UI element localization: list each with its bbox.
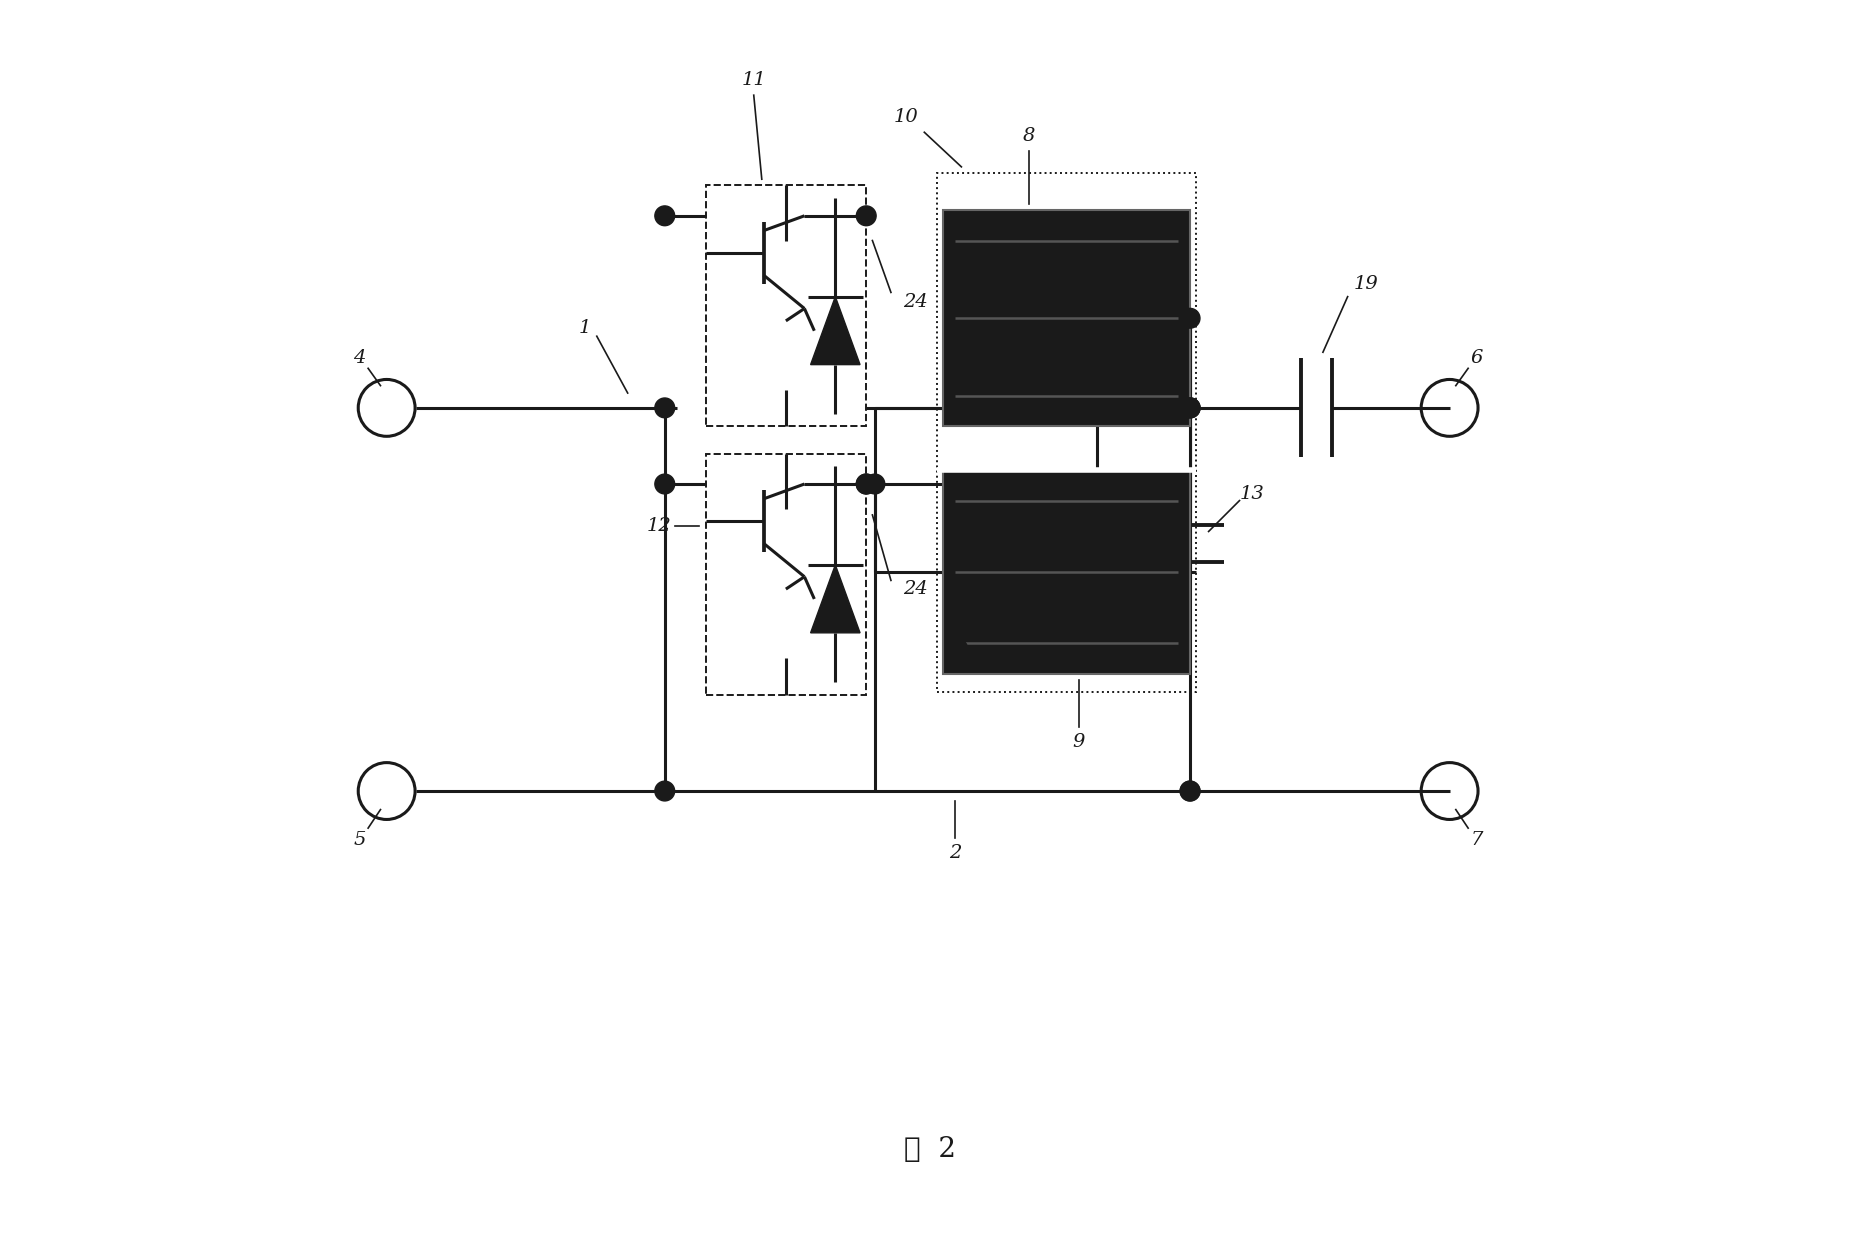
Bar [705,185,865,426]
Text: 10: 10 [893,109,917,126]
Text: 4: 4 [354,350,365,367]
Circle shape [1180,781,1200,801]
Text: 19: 19 [1353,276,1379,293]
Circle shape [1180,398,1200,418]
Text: 9: 9 [1072,733,1085,750]
Circle shape [655,781,676,801]
Text: 1: 1 [579,319,590,336]
Bar [705,454,865,695]
Circle shape [655,206,676,226]
Circle shape [947,639,968,659]
Circle shape [856,475,877,494]
Circle shape [655,475,676,494]
Polygon shape [811,297,860,365]
Circle shape [947,219,968,239]
Polygon shape [811,565,860,633]
Text: 1: 1 [1122,319,1135,336]
Text: 24: 24 [903,580,929,598]
Text: 24: 24 [903,293,929,311]
Circle shape [655,398,676,418]
Circle shape [856,475,877,494]
Text: 图  2: 图 2 [904,1136,957,1163]
Bar [1098,313,1189,578]
Text: 13: 13 [1239,486,1264,503]
Circle shape [1180,309,1200,329]
Text: 6: 6 [1470,350,1483,367]
Text: 2: 2 [949,844,962,861]
Circle shape [1180,781,1200,801]
Text: 5: 5 [354,832,365,849]
Bar [944,470,1189,674]
Text: 11: 11 [741,72,767,89]
Text: 8: 8 [1024,127,1035,145]
Circle shape [1180,398,1200,418]
Circle shape [856,206,877,226]
Circle shape [865,475,884,494]
Bar [944,210,1189,426]
Bar [936,173,1197,692]
Circle shape [1180,398,1200,418]
Text: 7: 7 [1470,832,1483,849]
Text: 12: 12 [646,517,672,535]
